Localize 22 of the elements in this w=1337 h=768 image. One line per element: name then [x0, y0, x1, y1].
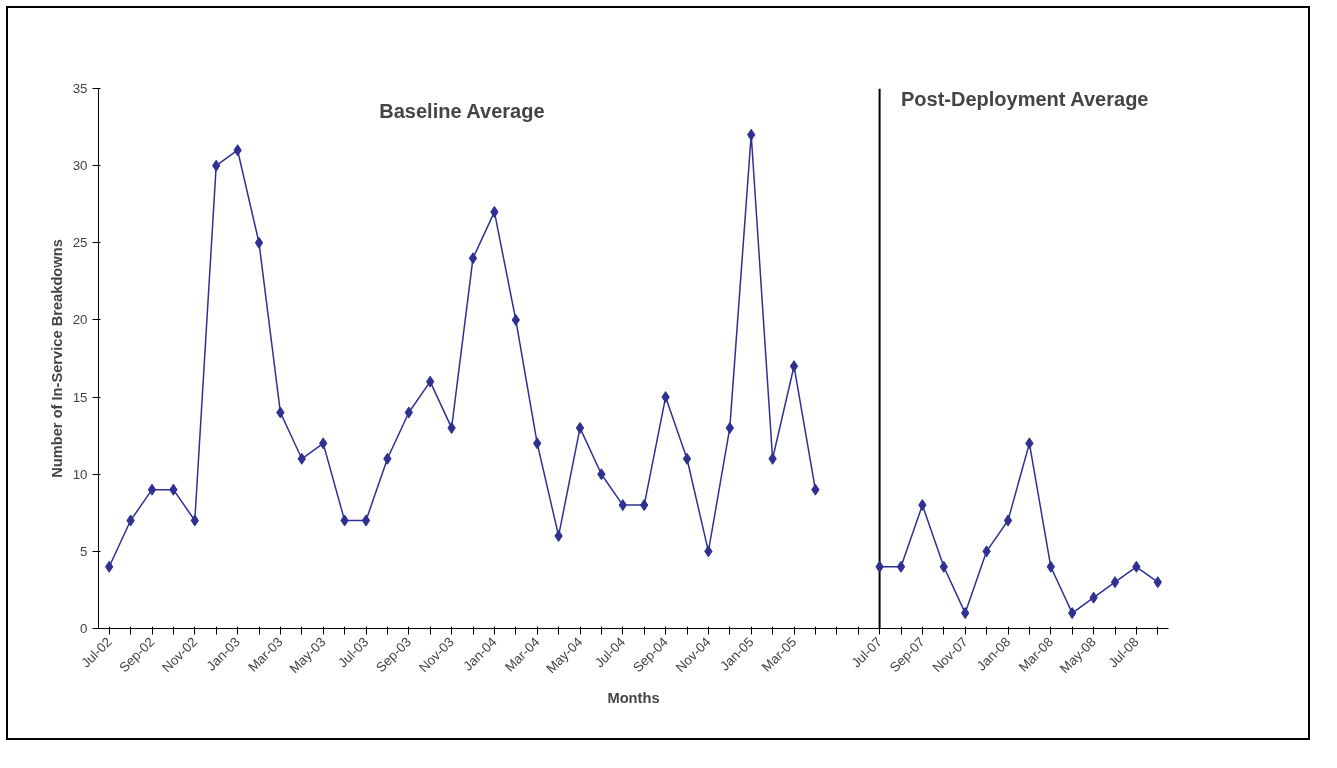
annotation: Post-Deployment Average [901, 88, 1149, 111]
point [361, 514, 371, 527]
y-tick-label: 15 [72, 389, 88, 405]
y-axis-title: Number of In-Service Breakdowns [48, 239, 65, 478]
point [575, 421, 585, 434]
point [789, 360, 799, 373]
y-tick-label: 35 [72, 81, 88, 96]
point [468, 252, 478, 265]
point [896, 560, 906, 573]
y-tick-label: 30 [72, 158, 88, 174]
point [1003, 514, 1013, 527]
point [254, 236, 264, 249]
point [682, 452, 692, 465]
point [147, 483, 157, 496]
y-tick-label: 0 [80, 621, 88, 636]
y-tick-label: 10 [72, 466, 88, 482]
y-tick-label: 5 [80, 543, 88, 559]
annotation: Baseline Average [379, 100, 545, 123]
x-axis-title: Months [607, 689, 660, 706]
y-tick-label: 20 [72, 312, 88, 328]
point [1110, 576, 1120, 589]
y-tick-label: 25 [72, 235, 88, 251]
